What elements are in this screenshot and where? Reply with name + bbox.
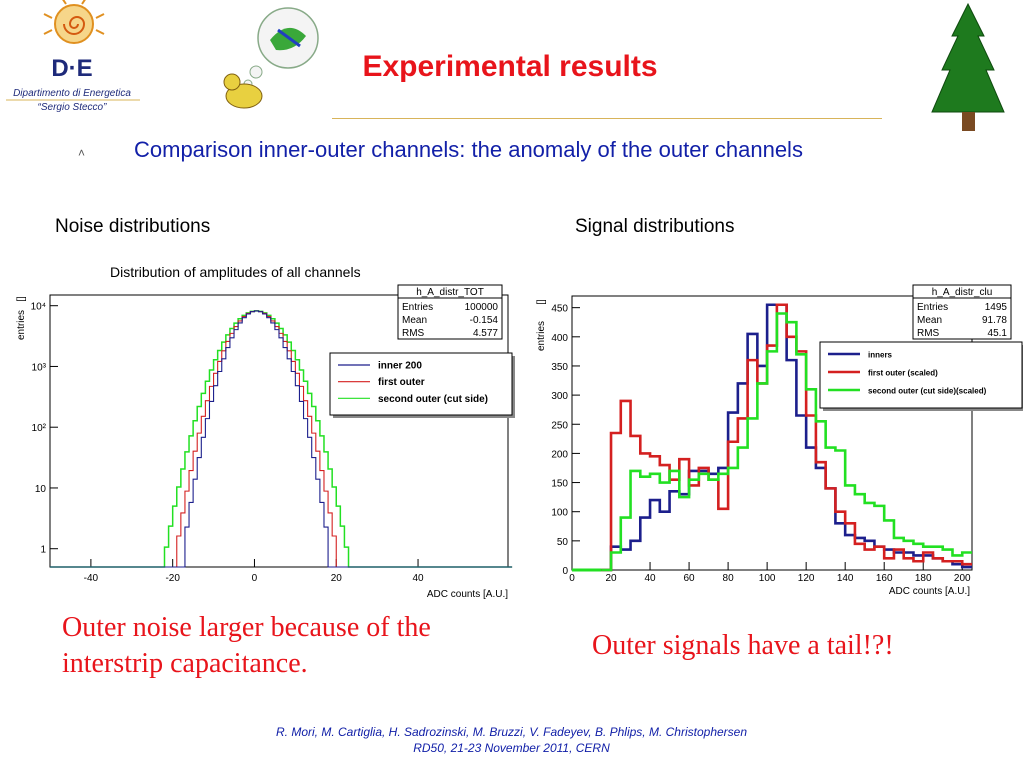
- stats-box-frame: [397, 284, 503, 340]
- noise-distribution-chart: Distribution of amplitudes of all channe…: [16, 264, 515, 600]
- stats-label: Entries: [917, 302, 948, 313]
- dreaming-duck-icon: [223, 7, 319, 109]
- legend-frame: [329, 352, 513, 416]
- legend-label: first outer: [378, 377, 425, 388]
- plot-frame: [49, 294, 509, 568]
- x-tick-label: -40: [84, 573, 99, 584]
- stats-box-name: h_A_distr_TOT: [416, 287, 484, 298]
- signal-distribution-chart: 0 20 40 60 80 100 120 140 160 180 200 0 50 100 150 200 2…: [536, 284, 1023, 597]
- y-tick-label: 10: [35, 484, 47, 495]
- y-tick-label: 1: [40, 545, 46, 556]
- x-tick-label: 20: [605, 573, 617, 584]
- x-tick-label: 0: [569, 573, 575, 584]
- legend-label: second outer (cut side)(scaled): [868, 387, 987, 396]
- series-line-2: [601, 303, 972, 572]
- stats-box: h_A_distr_clu Entries 1495 Mean 91.78 RMS 45.1: [912, 284, 1012, 340]
- y-axis-label: entries: [16, 310, 27, 340]
- bullet-text: Comparison inner-outer channels: the ano…: [134, 137, 803, 162]
- x-tick-label: 120: [798, 573, 815, 584]
- x-axis-label: ADC counts [A.U.]: [889, 586, 970, 597]
- department-logo: D·E Dipartimento di Energetica “Sergio S…: [6, 0, 140, 113]
- y-axis-label: entries: [536, 321, 547, 351]
- stats-box-name: h_A_distr_clu: [932, 287, 993, 298]
- stats-label: RMS: [917, 328, 940, 339]
- plot-frame: [571, 295, 973, 571]
- y-tick-label: 10⁴: [31, 302, 46, 313]
- y-axis-unit: []: [536, 299, 547, 305]
- x-tick-label: 40: [644, 573, 656, 584]
- signal-panel-title: Signal distributions: [575, 216, 735, 237]
- y-tick-label: 10³: [32, 362, 47, 373]
- logo-line1: Dipartimento di Energetica: [13, 88, 131, 99]
- signal-conclusion-text: Outer signals have a tail!?!: [592, 630, 894, 661]
- x-tick-label: 40: [412, 573, 424, 584]
- series-line-3: [601, 312, 972, 572]
- chart-title: Distribution of amplitudes of all channe…: [110, 264, 361, 280]
- fir-tree-icon: [931, 2, 1005, 131]
- stats-label: Mean: [917, 315, 942, 326]
- x-tick-label: 200: [954, 573, 971, 584]
- x-tick-label: 160: [876, 573, 893, 584]
- y-tick-label: 200: [551, 449, 568, 460]
- stats-box: h_A_distr_TOT Entries 100000 Mean -0.154 RMS 4…: [397, 284, 503, 340]
- x-tick-label: 60: [684, 573, 696, 584]
- y-axis-unit: []: [16, 296, 27, 302]
- y-tick-label: 300: [551, 391, 568, 402]
- y-tick-label: 0: [562, 566, 568, 577]
- stats-box-frame: [912, 284, 1012, 340]
- footer-authors: R. Mori, M. Cartiglia, H. Sadrozinski, M…: [275, 725, 748, 739]
- noise-conclusion-text: Outer noise larger because of the inters…: [62, 612, 431, 679]
- y-tick-label: 250: [551, 420, 568, 431]
- sun-spiral-icon: [43, 0, 105, 44]
- stats-value: 4.577: [473, 328, 498, 339]
- x-tick-label: 20: [331, 573, 343, 584]
- stats-value: -0.154: [470, 315, 499, 326]
- stats-value: 1495: [985, 302, 1008, 313]
- bullet-marker-icon: ˄: [78, 146, 86, 160]
- stats-value: 91.78: [982, 315, 1007, 326]
- x-tick-label: 180: [915, 573, 932, 584]
- y-tick-label: 150: [551, 479, 568, 490]
- x-tick-label: 80: [723, 573, 735, 584]
- legend: inners first outer (scaled) second outer (…: [819, 341, 1023, 411]
- stats-label: Entries: [402, 302, 433, 313]
- stats-label: Mean: [402, 315, 427, 326]
- stats-value: 100000: [465, 302, 499, 313]
- x-tick-label: 100: [759, 573, 776, 584]
- x-tick-label: 0: [252, 573, 258, 584]
- series-line-1: [50, 310, 513, 568]
- legend: inner 200 first outer second outer (cut si…: [329, 352, 515, 418]
- y-tick-label: 350: [551, 362, 568, 373]
- y-tick-label: 100: [551, 508, 568, 519]
- x-tick-label: 140: [837, 573, 854, 584]
- y-tick-label: 10²: [32, 423, 47, 434]
- x-axis-label: ADC counts [A.U.]: [427, 589, 508, 600]
- slide-title: Experimental results: [362, 50, 658, 83]
- legend-label: inners: [868, 351, 893, 360]
- y-tick-label: 400: [551, 333, 568, 344]
- x-tick-label: -20: [165, 573, 180, 584]
- stats-value: 45.1: [988, 328, 1008, 339]
- legend-label: second outer (cut side): [378, 394, 488, 405]
- logo-name: D·E: [51, 55, 92, 82]
- footer-conference: RD50, 21-23 November 2011, CERN: [413, 741, 610, 755]
- legend-label: inner 200: [378, 361, 422, 372]
- legend-label: first outer (scaled): [868, 369, 938, 378]
- y-tick-label: 450: [551, 304, 568, 315]
- stats-label: RMS: [402, 328, 425, 339]
- logo-line2: “Sergio Stecco”: [38, 102, 108, 113]
- noise-panel-title: Noise distributions: [55, 216, 211, 237]
- title-rule: [332, 118, 882, 119]
- y-tick-label: 50: [557, 537, 569, 548]
